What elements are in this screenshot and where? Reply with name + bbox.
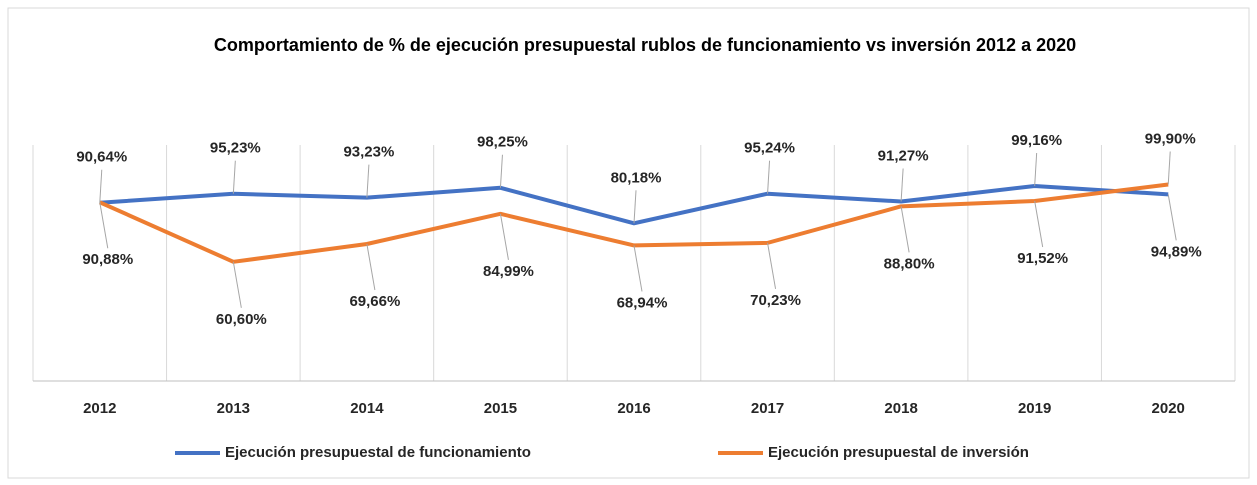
- leader-line: [366, 164, 370, 198]
- x-tick-label: 2012: [83, 400, 116, 417]
- data-label: 95,23%: [210, 140, 261, 157]
- x-tick-label: 2013: [217, 400, 250, 417]
- leader-line: [900, 206, 910, 253]
- leader-line: [499, 154, 503, 188]
- x-tick-label: 2020: [1152, 400, 1185, 417]
- leader-line: [1167, 194, 1177, 241]
- data-label: 91,27%: [878, 147, 929, 164]
- leader-line: [633, 190, 637, 224]
- line-series: [99, 183, 1169, 226]
- x-tick-label: 2016: [617, 400, 650, 417]
- leader-line: [232, 160, 236, 194]
- legend-label: Ejecución presupuestal de funcionamiento: [225, 444, 531, 461]
- x-tick-label: 2019: [1018, 400, 1051, 417]
- leader-line: [1167, 151, 1171, 185]
- leader-line: [767, 242, 777, 289]
- data-label: 99,16%: [1011, 132, 1062, 149]
- x-tick-label: 2014: [350, 400, 384, 417]
- leader-line: [99, 169, 103, 203]
- data-label: 93,23%: [343, 144, 394, 161]
- data-label: 91,52%: [1017, 250, 1068, 267]
- x-tick-label: 2018: [884, 400, 917, 417]
- data-label: 60,60%: [216, 311, 267, 328]
- x-tick-label: 2015: [484, 400, 517, 417]
- data-label: 99,90%: [1145, 130, 1196, 147]
- leader-line: [1034, 200, 1044, 248]
- data-label: 84,99%: [483, 263, 534, 280]
- legend-label: Ejecución presupuestal de inversión: [768, 444, 1029, 461]
- chart-title: Comportamiento de % de ejecución presupu…: [213, 35, 1077, 55]
- leader-line: [99, 202, 109, 249]
- data-label: 88,80%: [884, 255, 935, 272]
- chart-frame: [7, 7, 1250, 479]
- leader-line: [232, 261, 242, 308]
- data-label: 94,89%: [1151, 243, 1202, 260]
- leader-line: [366, 243, 376, 291]
- data-label: 69,66%: [349, 293, 400, 310]
- data-label: 90,64%: [76, 149, 127, 166]
- data-label: 80,18%: [611, 169, 662, 186]
- x-tick-label: 2017: [751, 400, 784, 417]
- leader-line: [900, 168, 904, 202]
- leader-line: [499, 213, 509, 260]
- data-label: 68,94%: [617, 294, 668, 311]
- leader-line: [1034, 152, 1038, 187]
- data-label: 98,25%: [477, 134, 528, 151]
- data-label: 90,88%: [82, 251, 133, 268]
- data-label: 95,24%: [744, 140, 795, 157]
- data-label: 70,23%: [750, 292, 801, 309]
- leader-line: [767, 160, 771, 194]
- leader-line: [633, 245, 643, 292]
